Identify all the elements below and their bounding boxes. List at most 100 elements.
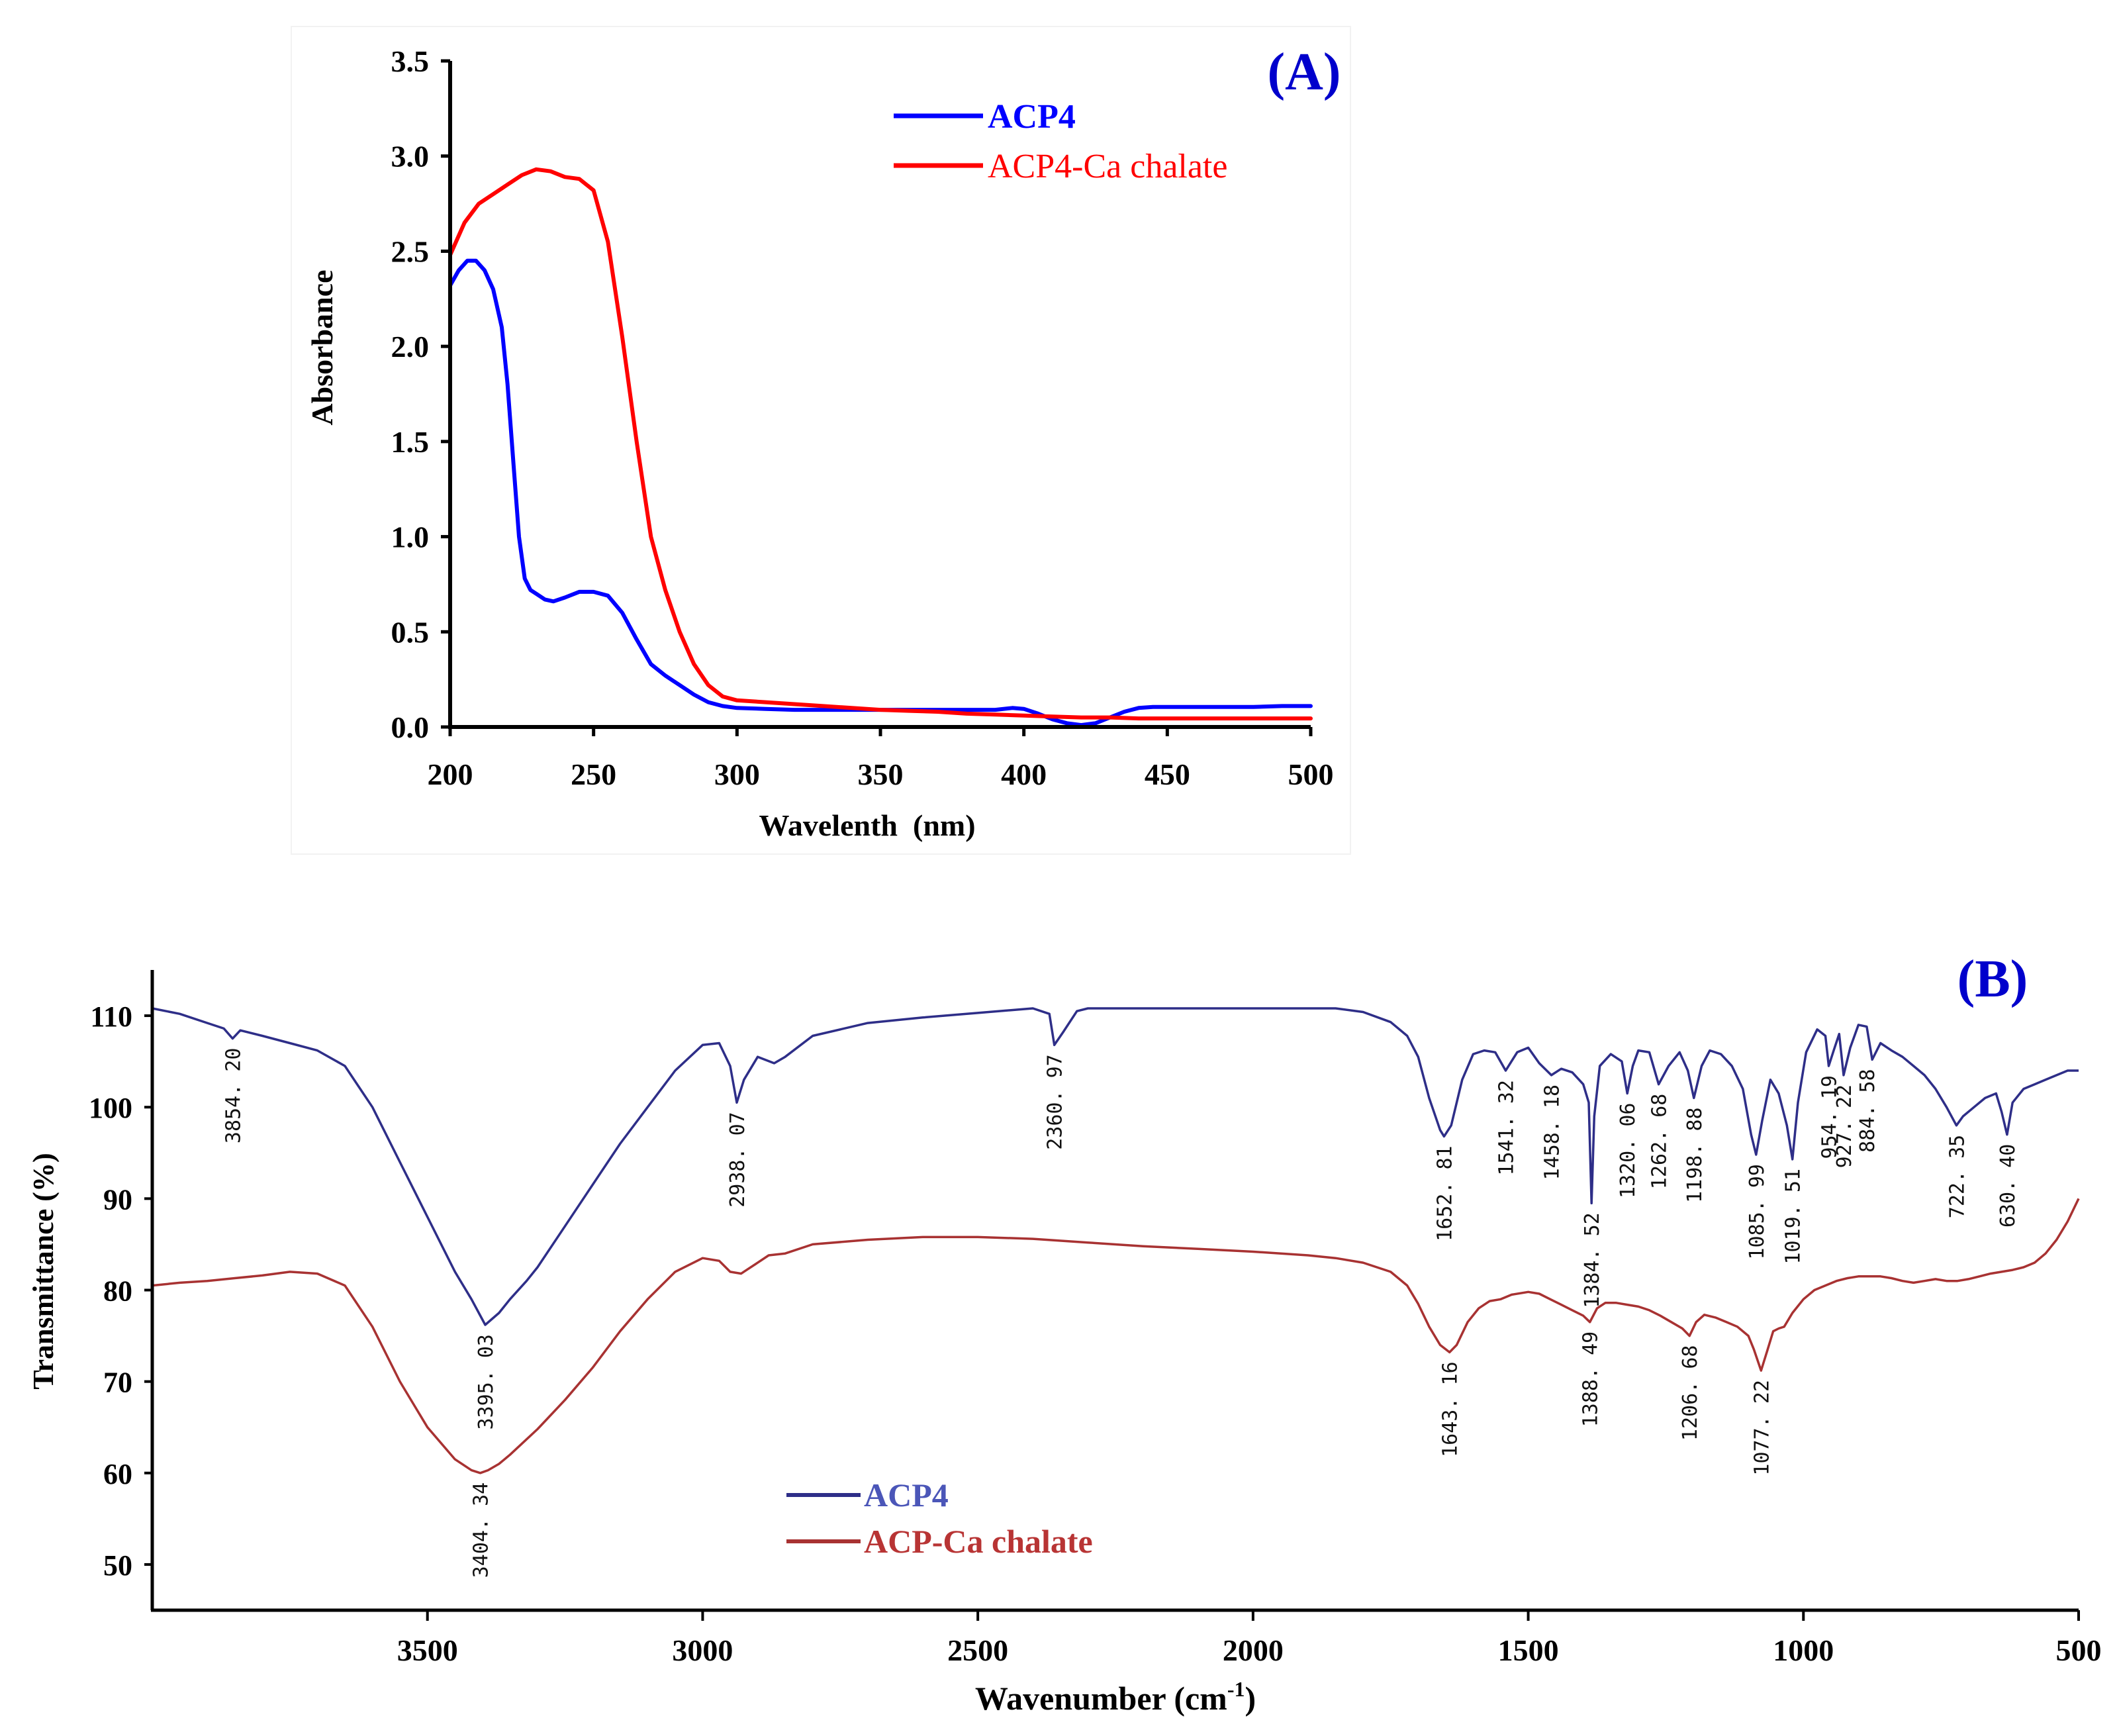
peak-label-text-21: 1206. 68 — [1679, 1345, 1702, 1441]
peak-label-text-15: 884. 58 — [1856, 1069, 1879, 1152]
y-tick-label-b-5: 100 — [89, 1092, 132, 1124]
peak-label-20: 1388. 49 — [1579, 1331, 1603, 1427]
y-tick-label-b-4: 90 — [103, 1183, 132, 1216]
panel-b-y-label: Transmittance (%) — [27, 1153, 60, 1389]
panel-a-legend: ACP4 ACP4-Ca chalate — [894, 98, 1227, 185]
peak-label-text-13: 954. 19 — [1818, 1075, 1842, 1159]
peak-label-18: 3404. 34 — [470, 1482, 493, 1578]
panel-a-label: (A) — [1267, 43, 1341, 101]
peak-label-text-19: 1643. 16 — [1439, 1361, 1462, 1457]
peak-label-text-18: 3404. 34 — [470, 1482, 493, 1578]
y-tick-label-b-3: 80 — [103, 1275, 132, 1308]
panel-a-series — [448, 167, 1313, 728]
peak-label-0: 3854. 20 — [222, 1048, 245, 1144]
panel-b-x-label-sup: -1 — [1227, 1677, 1245, 1701]
peak-label-7: 1384. 52 — [1581, 1212, 1604, 1308]
peak-label-17: 630. 40 — [1997, 1144, 2020, 1228]
y-tick-label-b-2: 70 — [103, 1367, 132, 1399]
peak-label-15: 884. 58 — [1856, 1069, 1879, 1152]
peak-label-10: 1198. 88 — [1683, 1107, 1707, 1203]
legend-a-chelate-label: ACP4-Ca chalate — [988, 148, 1227, 185]
peak-label-text-16: 722. 35 — [1946, 1135, 1969, 1218]
peak-label-19: 1643. 16 — [1439, 1361, 1462, 1457]
x-tick-label-b-6: 500 — [2056, 1633, 2102, 1667]
x-tick-label-b-0: 3500 — [397, 1633, 458, 1667]
x-tick-label-a-6: 500 — [1288, 757, 1334, 791]
x-tick-label-a-2: 300 — [714, 757, 760, 791]
series-a-line-1 — [448, 167, 1313, 721]
x-tick-label-a-5: 450 — [1145, 757, 1190, 791]
peak-label-16: 722. 35 — [1946, 1135, 1969, 1218]
panel-a-frame — [291, 26, 1351, 855]
peak-label-1: 3395. 03 — [475, 1334, 498, 1430]
y-tick-label-a-2: 1.0 — [391, 520, 430, 554]
panel-b-x-label: Wavenumber (cm-1) — [975, 1677, 1256, 1717]
peak-label-text-7: 1384. 52 — [1581, 1212, 1604, 1308]
panel-a-x-label: Wavelenth (nm) — [759, 808, 975, 842]
peak-label-text-17: 630. 40 — [1997, 1144, 2020, 1228]
panel-b-ftir-chart: (B) 50 60 70 80 90 100 110 3500 3000 2500 2000 1500… — [27, 950, 2102, 1717]
peak-label-text-6: 1458. 18 — [1541, 1085, 1564, 1181]
x-tick-label-b-2: 2500 — [947, 1633, 1008, 1667]
legend-a-acp4-label: ACP4 — [988, 98, 1076, 136]
peak-label-text-2: 2938. 07 — [726, 1112, 749, 1208]
peak-label-text-5: 1541. 32 — [1495, 1080, 1519, 1176]
x-tick-label-a-1: 250 — [571, 757, 616, 791]
legend-b-chelate-label: ACP-Ca chalate — [864, 1523, 1093, 1560]
peak-label-22: 1077. 22 — [1750, 1380, 1773, 1476]
y-tick-label-a-5: 2.5 — [391, 234, 430, 268]
y-tick-label-a-1: 0.5 — [391, 615, 430, 649]
series-b-line-0 — [152, 1007, 2079, 1326]
peak-label-2: 2938. 07 — [726, 1112, 749, 1208]
y-tick-label-a-0: 0.0 — [391, 710, 430, 744]
y-tick-label-a-7: 3.5 — [391, 44, 430, 78]
panel-b-peak-labels: 3854. 20 3395. 03 2938. 07 2360. 97 1652. 81… — [222, 1048, 2020, 1578]
peak-label-12: 1019. 51 — [1782, 1169, 1805, 1265]
peak-label-5: 1541. 32 — [1495, 1080, 1519, 1176]
panel-b-x-label-main: Wavenumber (cm — [975, 1680, 1227, 1717]
peak-label-6: 1458. 18 — [1541, 1085, 1564, 1181]
peak-label-3: 2360. 97 — [1044, 1054, 1067, 1150]
legend-b-acp4-label: ACP4 — [864, 1476, 949, 1514]
peak-label-text-12: 1019. 51 — [1782, 1169, 1805, 1265]
peak-label-14: 927. 22 — [1833, 1085, 1856, 1168]
y-tick-label-a-6: 3.0 — [391, 140, 430, 173]
x-tick-label-b-1: 3000 — [672, 1633, 733, 1667]
y-tick-label-b-0: 50 — [103, 1549, 132, 1582]
x-tick-label-b-4: 1500 — [1498, 1633, 1559, 1667]
panel-a-uv-chart: (A) 0.0 0.5 1.0 1.5 2.0 2.5 3.0 3.5 200 250 300 350… — [291, 26, 1351, 855]
peak-label-text-10: 1198. 88 — [1683, 1107, 1707, 1203]
x-tick-label-a-3: 350 — [858, 757, 904, 791]
peak-label-text-20: 1388. 49 — [1579, 1331, 1603, 1427]
peak-label-text-0: 3854. 20 — [222, 1048, 245, 1144]
y-tick-label-a-3: 1.5 — [391, 425, 430, 459]
panel-b-legend: ACP4 ACP-Ca chalate — [786, 1476, 1093, 1560]
peak-label-13: 954. 19 — [1818, 1075, 1842, 1159]
panel-b-series — [152, 1007, 2080, 1474]
peak-label-text-8: 1320. 06 — [1617, 1103, 1640, 1199]
peak-label-8: 1320. 06 — [1617, 1103, 1640, 1199]
peak-label-text-22: 1077. 22 — [1750, 1380, 1773, 1476]
x-tick-label-a-4: 400 — [1001, 757, 1047, 791]
peak-label-text-9: 1262. 68 — [1648, 1094, 1672, 1190]
panel-b-ticks: 50 60 70 80 90 100 110 3500 3000 2500 2000 1500 1000… — [89, 1000, 2102, 1667]
peak-label-11: 1085. 99 — [1746, 1164, 1769, 1260]
panel-a-y-label: Absorbance — [305, 269, 339, 425]
peak-label-text-3: 2360. 97 — [1044, 1054, 1067, 1150]
peak-label-21: 1206. 68 — [1679, 1345, 1702, 1441]
peak-label-text-11: 1085. 99 — [1746, 1164, 1769, 1260]
peak-label-text-4: 1652. 81 — [1433, 1145, 1456, 1241]
panel-a-ticks: 0.0 0.5 1.0 1.5 2.0 2.5 3.0 3.5 200 250 300 350 400 4… — [391, 44, 1334, 791]
peak-label-text-1: 3395. 03 — [475, 1334, 498, 1430]
x-tick-label-b-3: 2000 — [1223, 1633, 1284, 1667]
panel-b-x-label-end: ) — [1245, 1680, 1256, 1717]
y-tick-label-b-6: 110 — [90, 1000, 132, 1033]
y-tick-label-b-1: 60 — [103, 1458, 132, 1490]
x-tick-label-a-0: 200 — [428, 757, 473, 791]
peak-label-text-14: 927. 22 — [1833, 1085, 1856, 1168]
y-tick-label-a-4: 2.0 — [391, 330, 430, 363]
series-b-line-1 — [152, 1198, 2080, 1474]
x-tick-label-b-5: 1000 — [1773, 1633, 1834, 1667]
panel-b-label: (B) — [1957, 950, 2028, 1008]
